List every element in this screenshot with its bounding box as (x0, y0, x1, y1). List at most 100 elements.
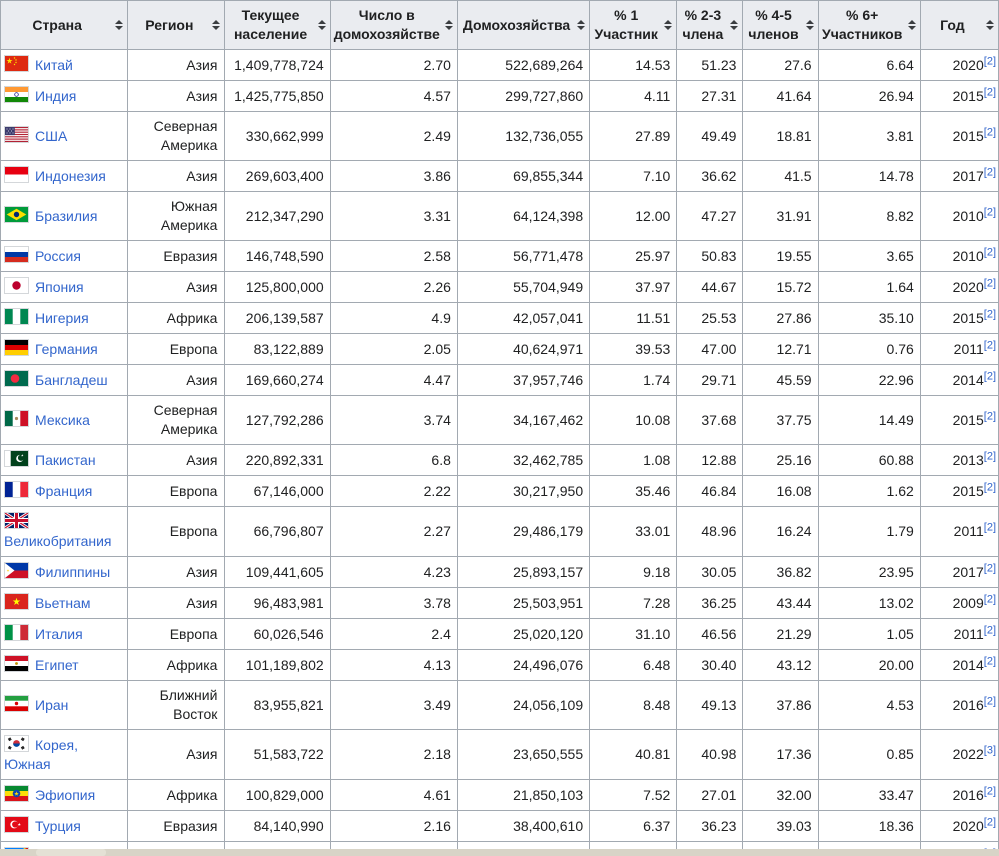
reference-link[interactable]: [2] (983, 54, 996, 67)
reference-link[interactable]: [2] (983, 480, 996, 493)
column-header-country[interactable]: Страна (0, 0, 129, 50)
reference-link[interactable]: [2] (983, 815, 996, 828)
country-link[interactable]: Китай (35, 57, 73, 73)
pct-2-3-members-cell: 36.23 (676, 810, 744, 842)
pct-2-3-members-cell: 36.25 (676, 587, 744, 619)
year-value: 2020 (952, 817, 984, 834)
reference-link[interactable]: [2] (983, 409, 996, 422)
column-header-households[interactable]: Домохозяйства (456, 0, 591, 50)
table-header-row: Страна Регион Текущее население Число в дом… (0, 0, 999, 50)
column-header-label: % 4-5 членов (748, 7, 799, 42)
reference-link[interactable]: [2] (983, 784, 996, 797)
column-header-pct-6plus[interactable]: % 6+ Участников (817, 0, 921, 50)
column-header-year[interactable]: Год (919, 0, 999, 50)
pct-4-5-members-cell: 37.86 (742, 680, 819, 730)
year-value: 2017 (952, 167, 984, 184)
region-cell: Азия (127, 364, 226, 396)
reference-link[interactable]: [2] (983, 245, 996, 258)
reference-link[interactable]: [2] (983, 694, 996, 707)
reference-link[interactable]: [2] (983, 369, 996, 382)
population-cell: 330,662,999 (224, 111, 331, 161)
country-link[interactable]: Пакистан (35, 452, 96, 468)
country-link[interactable]: Индия (35, 88, 77, 104)
year-value: 2017 (952, 563, 984, 580)
country-link[interactable]: Нигерия (35, 310, 89, 326)
country-cell: Мексика (0, 395, 129, 445)
year-cell: 2014[2] (919, 364, 999, 396)
country-link[interactable]: Германия (35, 341, 98, 357)
country-link[interactable]: Индонезия (35, 168, 106, 184)
country-link[interactable]: Россия (35, 248, 81, 264)
sort-icon (907, 20, 916, 30)
population-cell: 96,483,981 (224, 587, 331, 619)
household-size-cell: 2.05 (329, 333, 458, 365)
reference-link[interactable]: [2] (983, 125, 996, 138)
country-link[interactable]: Филиппины (35, 564, 111, 580)
column-header-household-size[interactable]: Число в домохозяйстве (329, 0, 458, 50)
country-link[interactable]: Великобритания (4, 533, 112, 549)
pct-6plus-members-cell: 33.47 (817, 779, 921, 811)
reference-link[interactable]: [2] (983, 276, 996, 289)
reference-link[interactable]: [3] (983, 744, 996, 757)
column-header-pct-4-5[interactable]: % 4-5 членов (742, 0, 819, 50)
column-header-pct-2-3[interactable]: % 2-3 члена (676, 0, 744, 50)
country-link[interactable]: США (35, 128, 68, 144)
country-link[interactable]: Бразилия (35, 208, 98, 224)
table-row: Мексика Северная Америка 127,792,286 3.74 34… (0, 395, 999, 445)
pct-2-3-members-cell: 47.00 (676, 333, 744, 365)
country-link[interactable]: Япония (35, 279, 84, 295)
reference-superscript: [2] (984, 816, 996, 828)
pct-6plus-members-cell: 1.79 (817, 506, 921, 557)
reference-link[interactable]: [2] (984, 847, 996, 849)
pct-1-member-cell: 1.74 (589, 364, 678, 396)
reference-superscript: [2] (984, 655, 996, 667)
country-cell: Египет (0, 649, 129, 681)
column-header-pct-1[interactable]: % 1 Участник (589, 0, 678, 50)
reference-link[interactable]: [2] (983, 623, 996, 636)
population-cell: 84,140,990 (224, 810, 331, 842)
year-cell: 2009[2] (919, 587, 999, 619)
reference-link[interactable]: [2] (983, 307, 996, 320)
pct-2-3-members-cell: 44.67 (676, 271, 744, 303)
households-cell: 42,057,041 (456, 302, 591, 334)
country-link[interactable]: Иран (35, 697, 69, 713)
reference-superscript: [2] (984, 86, 996, 98)
household-size-cell: 4.13 (329, 649, 458, 681)
reference-superscript: [2] (984, 166, 996, 178)
country-cell: Индия (0, 80, 129, 112)
pct-1-member-cell: 10.08 (589, 395, 678, 445)
households-cell: 56,771,478 (456, 240, 591, 272)
reference-link[interactable]: [2] (983, 592, 996, 605)
table-row: Китай Азия 1,409,778,724 2.70 522,689,264 14.… (0, 49, 999, 81)
country-link[interactable]: Франция (35, 483, 93, 499)
reference-link[interactable]: [2] (983, 449, 996, 462)
population-cell: 109,441,605 (224, 556, 331, 588)
reference-link[interactable]: [2] (983, 85, 996, 98)
country-link[interactable]: Вьетнам (35, 595, 91, 611)
reference-link[interactable]: [2] (983, 165, 996, 178)
reference-link[interactable]: [2] (983, 205, 996, 218)
horizontal-scrollbar[interactable] (0, 849, 999, 856)
pct-2-3-members-cell: 46.84 (676, 475, 744, 507)
country-link[interactable]: Бангладеш (35, 372, 108, 388)
reference-link[interactable]: [2] (983, 561, 996, 574)
country-link[interactable]: Мексика (35, 412, 90, 428)
household-size-cell: 3.86 (329, 160, 458, 192)
reference-superscript: [2] (984, 562, 996, 574)
country-link[interactable]: Эфиопия (35, 787, 96, 803)
country-link[interactable]: Египет (35, 657, 79, 673)
reference-link[interactable]: [2] (983, 654, 996, 667)
reference-link[interactable]: [2] (983, 521, 996, 534)
country-cell: Филиппины (0, 556, 129, 588)
reference-superscript: [2] (984, 450, 996, 462)
country-link[interactable]: Турция (35, 818, 81, 834)
reference-superscript: [2] (984, 308, 996, 320)
reference-link[interactable]: [2] (983, 338, 996, 351)
scrollbar-thumb[interactable] (36, 849, 106, 856)
et-flag-icon (4, 785, 29, 802)
column-header-population[interactable]: Текущее население (224, 0, 331, 50)
households-cell: 64,124,398 (456, 191, 591, 241)
column-header-region[interactable]: Регион (127, 0, 226, 50)
country-link[interactable]: Италия (35, 626, 83, 642)
country-link[interactable]: Корея, Южная (4, 737, 78, 772)
